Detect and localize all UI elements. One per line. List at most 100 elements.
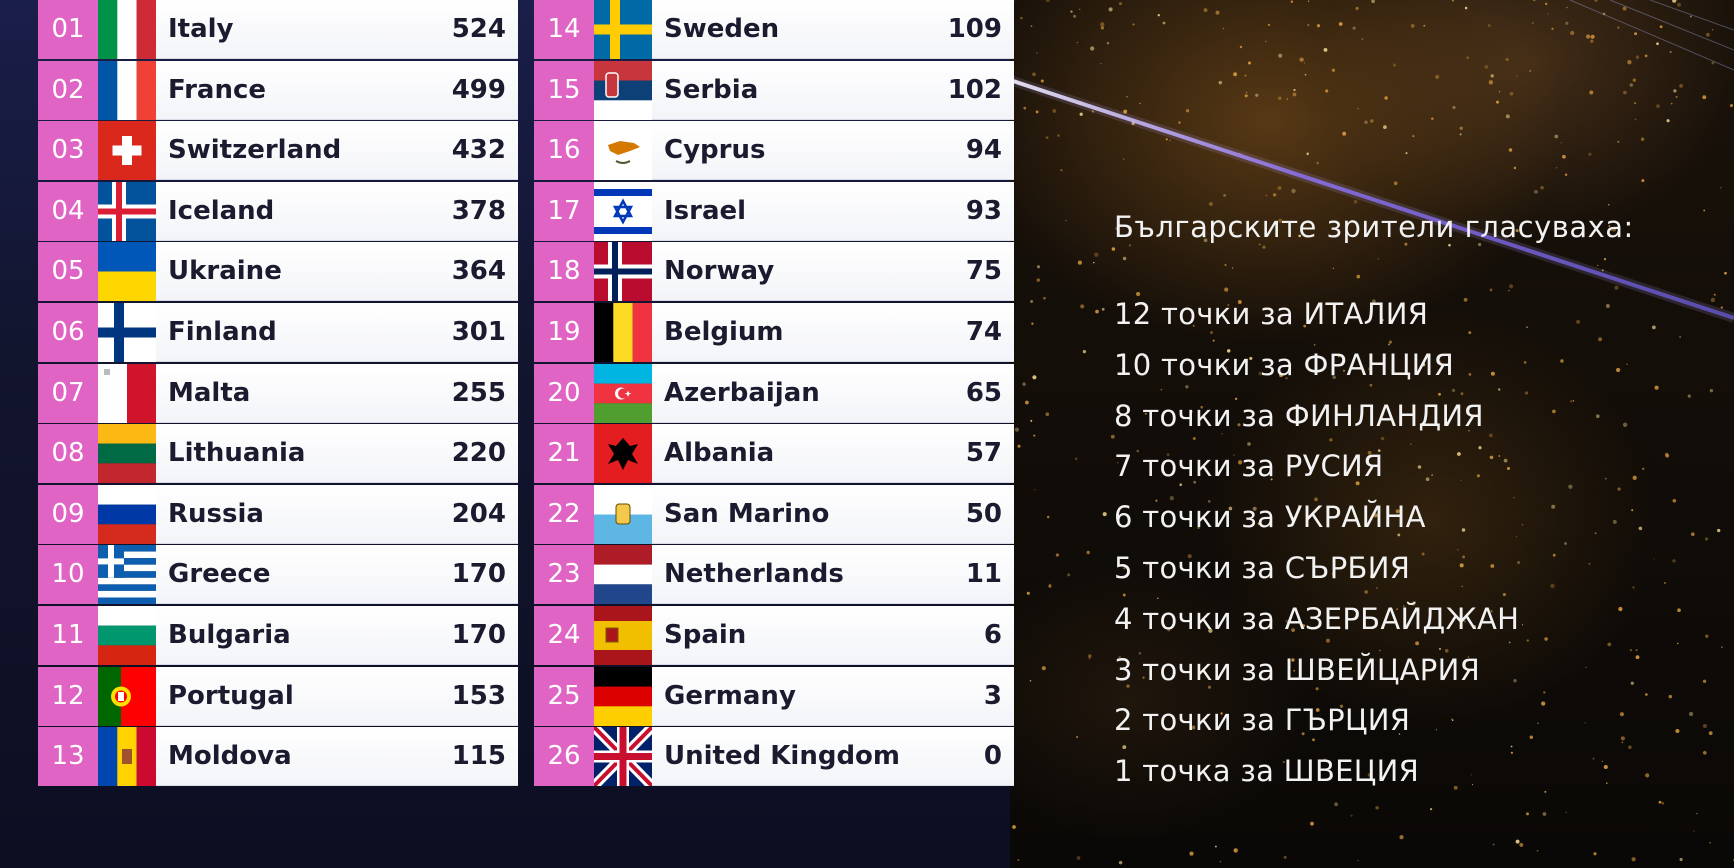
country-name: Finland bbox=[168, 317, 277, 347]
country-name: United Kingdom bbox=[664, 741, 901, 772]
germany-flag bbox=[594, 666, 652, 726]
stage-background bbox=[1010, 0, 1734, 868]
israel-flag bbox=[594, 181, 652, 241]
country-name: Iceland bbox=[168, 195, 275, 226]
country-points: 255 bbox=[451, 377, 506, 408]
country-name: Bulgaria bbox=[168, 620, 291, 650]
rank-number: 01 bbox=[38, 0, 98, 59]
rank-number: 23 bbox=[534, 545, 594, 605]
country-score-panel: Cyprus 94 bbox=[652, 121, 1014, 181]
televote-points-line: 6 точки за УКРАЙНА bbox=[1114, 500, 1426, 535]
country-name: Azerbaijan bbox=[664, 377, 820, 408]
country-name: Moldova bbox=[168, 741, 292, 772]
country-points: 0 bbox=[983, 741, 1002, 772]
france-flag bbox=[98, 60, 156, 120]
country-name: Sweden bbox=[664, 14, 780, 44]
country-score-panel: Russia 204 bbox=[156, 484, 518, 544]
rank-number: 02 bbox=[38, 60, 98, 120]
scoreboard-row: 16 Cyprus 94 bbox=[534, 121, 1014, 181]
serbia-flag bbox=[594, 60, 652, 120]
country-points: 65 bbox=[965, 377, 1002, 408]
malta-flag bbox=[98, 363, 156, 423]
country-score-panel: Ukraine 364 bbox=[156, 242, 518, 302]
country-score-panel: United Kingdom 0 bbox=[652, 727, 1014, 787]
country-points: 74 bbox=[965, 317, 1002, 347]
rank-number: 19 bbox=[534, 303, 594, 362]
country-points: 170 bbox=[451, 620, 506, 650]
scoreboard-row: 07 Malta 255 bbox=[38, 363, 518, 423]
country-score-panel: Bulgaria 170 bbox=[156, 606, 518, 665]
country-name: San Marino bbox=[664, 498, 830, 529]
country-score-panel: Italy 524 bbox=[156, 0, 518, 59]
scoreboard-row: 15 Serbia 102 bbox=[534, 60, 1014, 120]
country-points: 94 bbox=[965, 135, 1002, 166]
rank-number: 11 bbox=[38, 606, 98, 665]
country-name: Belgium bbox=[664, 317, 784, 347]
bulgaria-flag bbox=[98, 606, 156, 665]
country-points: 93 bbox=[965, 195, 1002, 226]
country-score-panel: France 499 bbox=[156, 60, 518, 120]
finland-flag bbox=[98, 303, 156, 362]
scoreboard-row: 23 Netherlands 11 bbox=[534, 545, 1014, 605]
switzerland-flag bbox=[98, 121, 156, 181]
rank-number: 26 bbox=[534, 727, 594, 787]
country-points: 499 bbox=[451, 74, 506, 105]
country-name: Israel bbox=[664, 195, 747, 226]
country-score-panel: Sweden 109 bbox=[652, 0, 1014, 59]
ukraine-flag bbox=[98, 242, 156, 302]
country-score-panel: Finland 301 bbox=[156, 303, 518, 362]
belgium-flag bbox=[594, 303, 652, 362]
country-score-panel: Iceland 378 bbox=[156, 181, 518, 241]
scoreboard-row: 10 Greece 170 bbox=[38, 545, 518, 605]
greece-flag bbox=[98, 545, 156, 605]
norway-flag bbox=[594, 242, 652, 302]
country-name: Cyprus bbox=[664, 135, 766, 166]
country-points: 378 bbox=[451, 195, 506, 226]
scoreboard-row: 03 Switzerland 432 bbox=[38, 121, 518, 181]
portugal-flag bbox=[98, 666, 156, 726]
country-score-panel: San Marino 50 bbox=[652, 484, 1014, 544]
country-name: Germany bbox=[664, 680, 796, 711]
iceland-flag bbox=[98, 181, 156, 241]
rank-number: 05 bbox=[38, 242, 98, 302]
televote-heading: Българските зрители гласуваха: bbox=[1114, 210, 1634, 244]
country-name: Russia bbox=[168, 498, 264, 529]
rank-number: 08 bbox=[38, 424, 98, 484]
rank-number: 14 bbox=[534, 0, 594, 59]
scoreboard-row: 19 Belgium 74 bbox=[534, 303, 1014, 362]
country-score-panel: Belgium 74 bbox=[652, 303, 1014, 362]
country-name: Lithuania bbox=[168, 438, 306, 469]
netherlands-flag bbox=[594, 545, 652, 605]
scoreboard-row: 17 Israel 93 bbox=[534, 181, 1014, 241]
country-points: 301 bbox=[451, 317, 506, 347]
country-score-panel: Azerbaijan 65 bbox=[652, 363, 1014, 423]
scoreboard-row: 02 France 499 bbox=[38, 60, 518, 120]
rank-number: 15 bbox=[534, 60, 594, 120]
country-score-panel: Greece 170 bbox=[156, 545, 518, 605]
rank-number: 16 bbox=[534, 121, 594, 181]
country-points: 57 bbox=[965, 438, 1002, 469]
country-score-panel: Malta 255 bbox=[156, 363, 518, 423]
country-points: 6 bbox=[983, 620, 1002, 650]
scoreboard-row: 11 Bulgaria 170 bbox=[38, 606, 518, 665]
scoreboard-row: 04 Iceland 378 bbox=[38, 181, 518, 241]
rank-number: 13 bbox=[38, 727, 98, 787]
country-name: Portugal bbox=[168, 680, 294, 711]
scoreboard-row: 24 Spain 6 bbox=[534, 606, 1014, 665]
scoreboard-row: 14 Sweden 109 bbox=[534, 0, 1014, 59]
rank-number: 24 bbox=[534, 606, 594, 665]
scoreboard-row: 26 United Kingdom 0 bbox=[534, 727, 1014, 787]
azerbaijan-flag bbox=[594, 363, 652, 423]
televote-points-line: 2 точки за ГЪРЦИЯ bbox=[1114, 703, 1411, 738]
country-name: France bbox=[168, 74, 267, 105]
televote-points-line: 12 точки за ИТАЛИЯ bbox=[1114, 297, 1429, 331]
televote-points-list: 12 точки за ИТАЛИЯ 10 точки за ФРАНЦИЯ 8 т… bbox=[1114, 289, 1724, 797]
country-points: 524 bbox=[451, 14, 506, 44]
country-score-panel: Serbia 102 bbox=[652, 60, 1014, 120]
televote-points-line: 1 точка за ШВЕЦИЯ bbox=[1114, 754, 1420, 789]
scoreboard-row: 01 Italy 524 bbox=[38, 0, 518, 59]
albania-flag bbox=[594, 424, 652, 484]
country-score-panel: Albania 57 bbox=[652, 424, 1014, 484]
country-name: Malta bbox=[168, 377, 251, 408]
